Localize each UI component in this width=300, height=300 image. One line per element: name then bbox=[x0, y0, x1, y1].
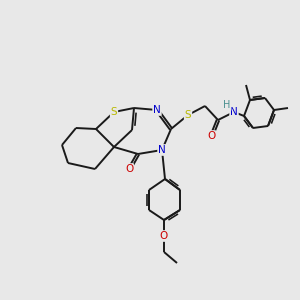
Text: N: N bbox=[230, 107, 238, 117]
Text: H: H bbox=[223, 100, 231, 110]
Text: N: N bbox=[153, 105, 161, 115]
Text: O: O bbox=[207, 131, 215, 141]
Text: S: S bbox=[111, 107, 117, 117]
Text: O: O bbox=[125, 164, 133, 174]
Text: S: S bbox=[185, 110, 191, 120]
Text: N: N bbox=[158, 145, 166, 155]
Text: O: O bbox=[160, 231, 168, 241]
